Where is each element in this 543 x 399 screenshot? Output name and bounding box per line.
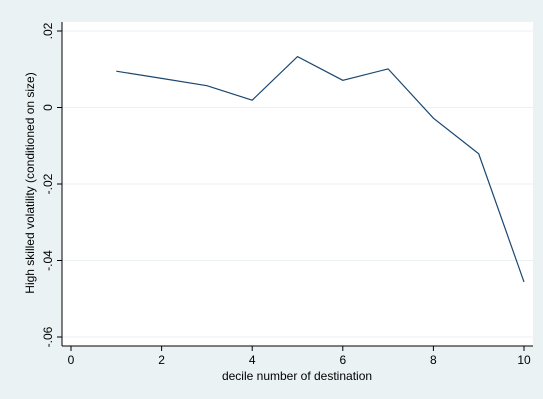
y-tick-label: 0	[41, 104, 55, 111]
y-tick-label: -.02	[41, 173, 55, 194]
y-tick-label: -.04	[41, 250, 55, 271]
x-tick-label: 4	[249, 353, 256, 367]
y-tick-label: -.06	[41, 326, 55, 347]
series-line	[116, 55, 525, 283]
x-tick-label: 8	[430, 353, 437, 367]
x-tick-label: 2	[158, 353, 165, 367]
x-axis-title: decile number of destination	[222, 369, 372, 383]
x-tick-label: 0	[68, 353, 75, 367]
y-axis-title: High skilled volatility (conditioned on …	[23, 72, 37, 293]
x-tick-label: 6	[339, 353, 346, 367]
y-tick-label: .02	[41, 22, 55, 39]
x-tick-label: 10	[517, 353, 531, 367]
